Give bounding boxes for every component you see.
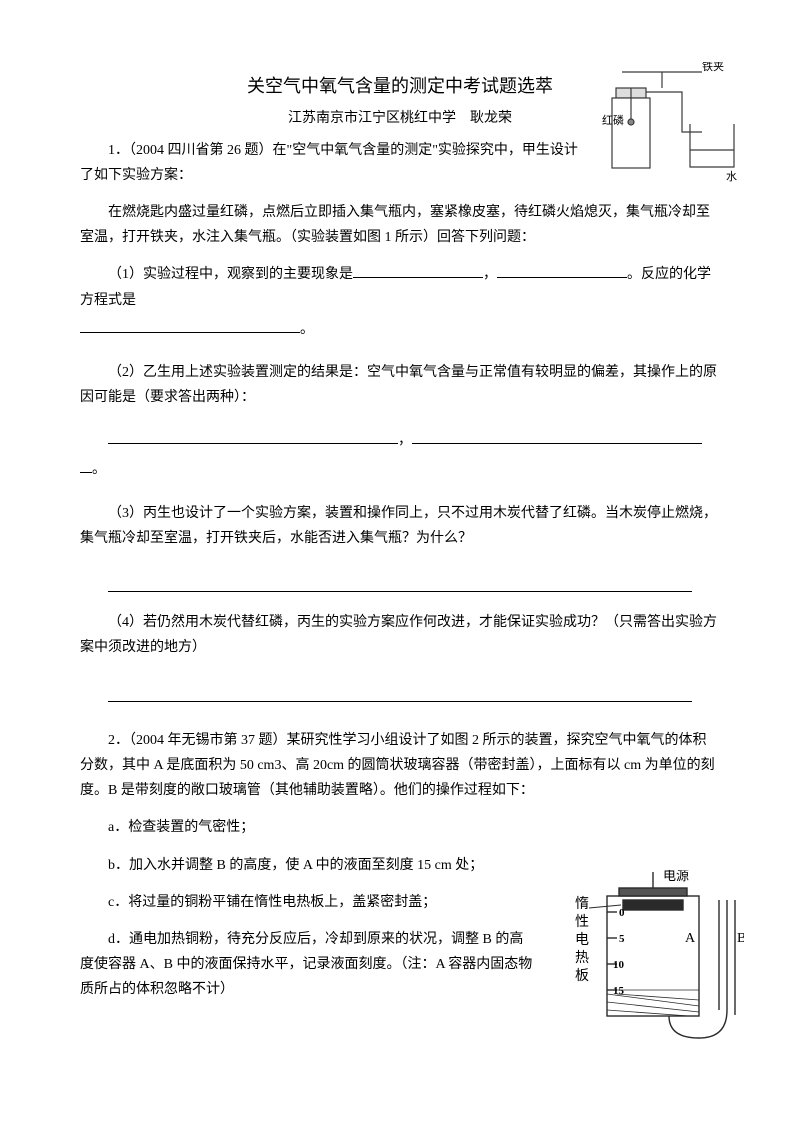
tick-10: 10 (613, 959, 625, 971)
label-water: 水 (726, 170, 737, 183)
label-inert-1: 惰 (575, 896, 589, 912)
q1-sub1-b: ， (483, 267, 497, 282)
figure-1-apparatus: 铁夹 红磷 水 (602, 62, 742, 192)
blank-reason-1[interactable] (108, 430, 398, 444)
blank-answer-4[interactable] (108, 677, 692, 702)
q1-sub4: （4）若仍然用木炭代替红磷，丙生的实验方案应作何改进，才能保证实验成功？（只需答… (80, 610, 720, 660)
blank-phenomenon-2[interactable] (497, 264, 627, 278)
q2-lead: 2．（2004 年无锡市第 37 题）某研究性学习小组设计了如图 2 所示的装置… (80, 728, 720, 804)
blank-reason-2[interactable] (412, 430, 702, 444)
q1-sub1-eq: 。 (80, 317, 720, 342)
q1-sub2-blanks: ， (80, 428, 720, 453)
figure-2-apparatus: 0 5 10 15 电源 A B 惰 性 电 热 板 (569, 870, 744, 1050)
blank-phenomenon-1[interactable] (353, 264, 483, 278)
tick-5: 5 (619, 933, 625, 945)
label-clamp: 铁夹 (702, 62, 724, 73)
tick-15: 15 (613, 985, 625, 997)
q1-desc: 在燃烧匙内盛过量红磷，点燃后立即插入集气瓶内，塞紧橡皮塞，待红磷火焰熄灭，集气瓶… (80, 200, 720, 250)
label-inert-3: 电 (575, 932, 589, 948)
blank-answer-3[interactable] (108, 567, 692, 592)
blank-equation[interactable] (80, 319, 300, 333)
label-inert-5: 板 (575, 968, 589, 984)
q1-sub2-end: 。 (80, 457, 720, 482)
q1-sub1-d: 。 (300, 322, 314, 337)
tick-0: 0 (619, 907, 625, 919)
label-A: A (685, 931, 696, 946)
label-B: B (737, 931, 744, 946)
q1-sub3: （3）丙生也设计了一个实验方案，装置和操作同上，只不过用木炭代替了红磷。当木炭停… (80, 501, 720, 551)
blank-reason-tail[interactable] (80, 459, 92, 473)
q2-a: a．检查装置的气密性； (80, 815, 720, 840)
q1-sub1-a: （1）实验过程中，观察到的主要现象是 (108, 267, 353, 282)
q1-sub2: （2）乙生用上述实验装置测定的结果是：空气中氧气含量与正常值有较明显的偏差，其操… (80, 360, 720, 410)
label-phosphorus: 红磷 (602, 114, 624, 127)
label-inert-4: 热 (575, 950, 589, 966)
label-power: 电源 (663, 870, 689, 883)
label-inert-2: 性 (575, 914, 589, 930)
q1-sub1: （1）实验过程中，观察到的主要现象是，。反应的化学方程式是 (80, 262, 720, 312)
